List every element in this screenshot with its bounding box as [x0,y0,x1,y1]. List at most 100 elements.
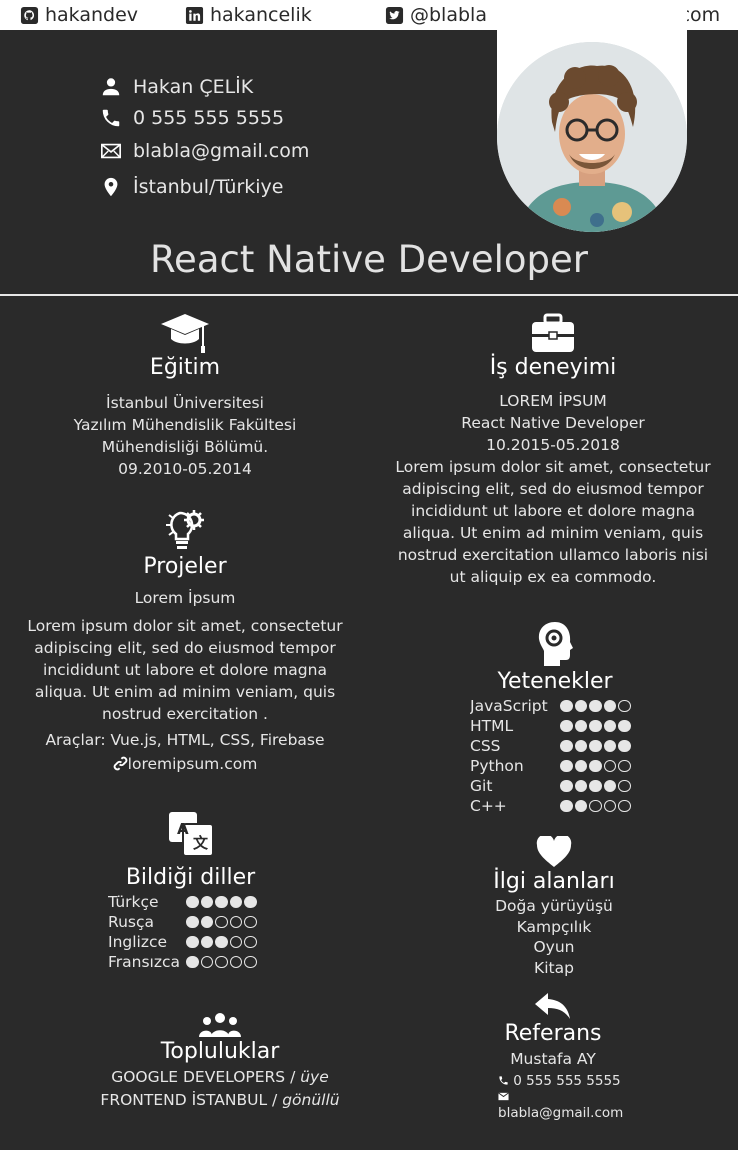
level-dot-empty [603,759,616,773]
experience-title: İş deneyimi [489,355,617,380]
svg-text:文: 文 [193,834,209,852]
mail-icon [101,143,121,159]
level-dot-filled [603,699,616,713]
contact-name-row: Hakan ÇELİK [100,76,253,98]
contact-location-row: İstanbul/Türkiye [100,176,284,198]
skill-name: CSS [470,737,501,755]
level-dot-empty [229,915,242,929]
contact-name: Hakan ÇELİK [133,76,254,98]
level-dot-filled [186,955,199,969]
language-name: Inglizce [108,933,168,951]
level-rating [560,699,633,713]
level-rating [186,935,259,949]
contact-email-row[interactable]: blabla@gmail.com [100,140,309,162]
level-rating [186,915,259,929]
interest-item: Oyun [533,938,575,956]
language-row: Inglizce [108,932,273,952]
divider [0,294,738,296]
projects-title: Projeler [143,554,227,579]
skill-row: Python [470,756,640,776]
phone-icon [102,109,120,127]
community-org: GOOGLE DEVELOPERS / [111,1068,296,1086]
head-gear-icon [538,622,573,666]
level-dot-filled [560,719,573,733]
language-name: Rusça [108,913,154,931]
level-dot-filled [200,915,213,929]
level-dot-filled [618,739,631,753]
level-dot-filled [186,935,199,949]
level-dot-filled [560,779,573,793]
reply-arrow-icon [535,993,570,1019]
level-dot-filled [589,779,602,793]
github-link[interactable]: hakandev [20,4,138,26]
twitter-link[interactable]: @blabla [385,4,487,26]
skill-row: HTML [470,716,640,736]
graduation-cap-icon [161,314,209,353]
reference-phone: 0 555 555 5555 [513,1073,621,1089]
github-username: hakandev [45,4,139,26]
level-dot-filled [618,719,631,733]
experience-description: Lorem ipsum dolor sit amet, consectetur [395,458,711,476]
skill-name: Python [470,757,524,775]
languages-title: Bildiği diller [125,865,256,890]
level-dot-filled [200,895,213,909]
community-item: GOOGLE DEVELOPERS / üye [60,1066,380,1089]
group-icon [199,1013,241,1037]
level-dot-filled [560,799,573,813]
level-dot-empty [618,699,631,713]
reference-email: blabla@gmail.com [498,1105,624,1121]
community-role: üye [300,1068,329,1086]
level-dot-empty [618,759,631,773]
lightbulb-gear-icon [166,510,204,549]
contact-location: İstanbul/Türkiye [133,176,284,198]
community-org: FRONTEND İSTANBUL / [100,1091,278,1109]
education-line: Mühendisliği Bölümü. [101,438,269,456]
project-link[interactable]: loremipsum.com [20,753,350,775]
linkedin-username: hakancelik [210,4,312,26]
level-dot-filled [200,935,213,949]
interest-item: Kampçılık [516,917,592,936]
level-dot-filled [603,719,616,733]
twitter-handle: @blabla [410,4,487,26]
linkedin-icon [185,6,204,24]
phone-icon [499,1076,508,1085]
avatar [497,42,687,232]
reference-email-row[interactable]: blabla@gmail.com [468,1089,638,1121]
level-dot-filled [574,799,587,813]
experience-role: React Native Developer [461,414,645,432]
interest-item: Doğa yürüyüşü [495,897,613,915]
level-rating [560,739,633,753]
reference-title: Referans [504,1021,602,1046]
education-line: İstanbul Üniversitesi [106,394,264,412]
level-dot-filled [574,739,587,753]
skill-row: CSS [470,736,640,756]
skill-row: C++ [470,796,640,816]
level-dot-filled [589,699,602,713]
twitter-icon [385,6,404,24]
contact-email: blabla@gmail.com [133,140,310,162]
communities-section: Topluluklar GOOGLE DEVELOPERS / üye FRON… [60,1012,380,1112]
project-description: incididunt ut labore et dolore magna [43,661,327,679]
level-dot-filled [186,895,199,909]
project-description: aliqua. Ut enim ad minim veniam, quis [34,683,336,701]
level-dot-empty [244,915,257,929]
level-dot-empty [200,955,213,969]
level-dot-empty [618,799,631,813]
level-dot-filled [244,895,257,909]
level-dot-empty [589,799,602,813]
linkedin-link[interactable]: hakancelik [185,4,312,26]
level-dot-filled [603,779,616,793]
svg-text:A: A [177,820,189,838]
reference-name: Mustafa AY [510,1050,596,1068]
level-dot-filled [589,719,602,733]
location-pin-icon [104,177,118,197]
level-dot-filled [560,759,573,773]
language-row: Rusça [108,912,273,932]
experience-description: ut aliquip ex ea commodo. [449,568,657,586]
level-rating [186,895,259,909]
mail-icon [498,1092,509,1101]
level-dot-filled [215,895,228,909]
project-tools: Araçlar: Vue.js, HTML, CSS, Firebase [45,731,325,749]
level-rating [560,759,633,773]
language-name: Türkçe [108,893,159,911]
